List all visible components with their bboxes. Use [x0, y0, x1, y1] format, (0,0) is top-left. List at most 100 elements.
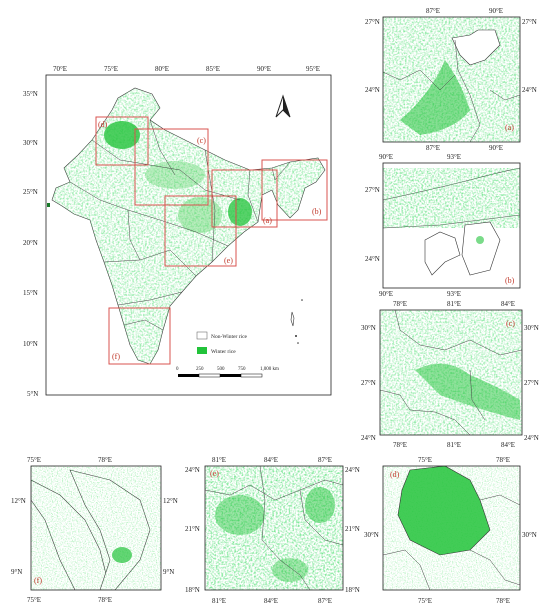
panel-b-left-label: 24°N	[365, 255, 380, 263]
panel-c-top-label: 81°E	[447, 300, 461, 308]
panel-c-bottom-label: 84°E	[501, 441, 515, 449]
panel-a-left-label: 24°N	[365, 86, 380, 94]
panel-c-left-label: 27°N	[361, 379, 376, 387]
scale-bar: 0 250 500 750 1,000 km	[176, 367, 279, 378]
region-label-b: (b)	[312, 207, 322, 216]
scale-label: 750	[238, 367, 246, 372]
panel-e-bottom-label: 81°E	[212, 597, 226, 605]
panel-c-right-label: 27°N	[524, 379, 539, 387]
main-lat-labels: 35°N 30°N 25°N 20°N 15°N 10°N 5°N	[23, 90, 38, 398]
panel-f-right-label: 12°N	[163, 497, 178, 505]
lat-label: 35°N	[23, 90, 38, 98]
north-arrow-icon	[275, 94, 291, 118]
region-label-f: (f)	[112, 352, 120, 361]
panel-c-bottom-label: 78°E	[393, 441, 407, 449]
panel-e-top-label: 84°E	[264, 456, 278, 464]
panel-f-top-label: 78°E	[98, 456, 112, 464]
region-box-b	[261, 159, 328, 221]
panel-b-bottom-label: 90°E	[379, 290, 393, 298]
main-map: 70°E 75°E 80°E 85°E 90°E 95°E 35°N 30°N …	[23, 65, 332, 398]
panel-c-top-label: 78°E	[393, 300, 407, 308]
panel-e-left-label: 21°N	[185, 525, 200, 533]
panel-b-top-label: 90°E	[379, 153, 393, 161]
legend-swatch-rice	[197, 347, 207, 354]
panel-e-left-label: 18°N	[185, 586, 200, 594]
scale-label: 500	[217, 367, 225, 372]
panel-d-bottom-label: 78°E	[496, 597, 510, 605]
main-lon-labels: 70°E 75°E 80°E 85°E 90°E 95°E	[53, 65, 320, 73]
panel-e-right-label: 18°N	[345, 586, 360, 594]
panel-e-bottom-label: 87°E	[318, 597, 332, 605]
panel-a-left-label: 27°N	[365, 18, 380, 26]
region-label-a: (a)	[263, 216, 272, 225]
coastal-rice-patch	[47, 203, 50, 207]
lat-label: 15°N	[23, 289, 38, 297]
panel-c-left-label: 30°N	[361, 324, 376, 332]
panel-d-left-label: 30°N	[364, 531, 379, 539]
panel-e-top-label: 87°E	[318, 456, 332, 464]
lon-label: 95°E	[306, 65, 320, 73]
rice-cover-main	[52, 88, 325, 364]
panel-b-label: (b)	[505, 276, 515, 285]
panel-a-top-label: 87°E	[426, 7, 440, 15]
panel-a-right-label: 24°N	[522, 86, 537, 94]
panel-c-right-label: 24°N	[524, 434, 539, 442]
main-map-frame	[45, 74, 332, 396]
lon-label: 90°E	[257, 65, 271, 73]
panel-c-right-label: 30°N	[524, 324, 539, 332]
panel-e-label: (e)	[210, 469, 219, 478]
region-box-e	[164, 195, 237, 267]
panel-f-label: (f)	[34, 576, 42, 585]
lon-label: 85°E	[206, 65, 220, 73]
lat-label: 30°N	[23, 139, 38, 147]
legend-swatch-non-rice	[196, 331, 208, 340]
lat-label: 25°N	[23, 188, 38, 196]
panel-f: 75°E 78°E 12°N 9°N 12°N 9°N 75°E 78°E (f…	[11, 456, 178, 604]
panel-c-label: (c)	[506, 319, 515, 328]
lon-label: 75°E	[104, 65, 118, 73]
panel-a: 87°E 90°E 27°N 24°N 27°N 24°N 87°E 90°E …	[365, 7, 537, 152]
panel-e-right-label: 24°N	[345, 466, 360, 474]
panel-f-bottom-label: 75°E	[27, 596, 41, 604]
state-borders	[69, 119, 291, 331]
region-box-d	[95, 116, 149, 166]
panel-c: 78°E 81°E 84°E 30°N 27°N 24°N 30°N 27°N …	[361, 300, 539, 449]
lon-label: 80°E	[155, 65, 169, 73]
panel-f-bottom-label: 78°E	[98, 596, 112, 604]
scale-label: 250	[196, 367, 204, 372]
panel-d-top-label: 78°E	[496, 456, 510, 464]
region-label-e: (e)	[224, 256, 233, 265]
panel-c-top-label: 84°E	[501, 300, 515, 308]
panel-c-bottom-label: 81°E	[447, 441, 461, 449]
panel-d-label: (d)	[390, 470, 400, 479]
panel-b: 90°E 93°E 27°N 24°N 90°E 93°E (b)	[365, 153, 521, 298]
panel-a-bottom-label: 87°E	[426, 144, 440, 152]
scale-label: 0	[176, 367, 179, 372]
panel-a-bottom-label: 90°E	[489, 144, 503, 152]
region-label-d: (d)	[98, 120, 108, 129]
panel-f-right-label: 9°N	[163, 568, 174, 576]
panel-a-right-label: 27°N	[522, 18, 537, 26]
panel-f-top-label: 75°E	[27, 456, 41, 464]
scale-label: 1,000 km	[260, 367, 279, 372]
panel-f-left-label: 12°N	[11, 497, 26, 505]
panel-d-bottom-label: 75°E	[418, 597, 432, 605]
panel-b-bottom-label: 93°E	[447, 290, 461, 298]
legend: Non-Winter rice Winter rice	[196, 331, 248, 355]
lat-label: 5°N	[27, 390, 38, 398]
panel-b-left-label: 27°N	[365, 186, 380, 194]
panel-b-top-label: 93°E	[447, 153, 461, 161]
region-box-a	[211, 169, 278, 228]
panel-a-label: (a)	[505, 123, 514, 132]
panel-a-top-label: 90°E	[489, 7, 503, 15]
region-box-c	[134, 128, 209, 206]
region-box-f	[108, 307, 171, 365]
panel-d-right-label: 30°N	[522, 531, 537, 539]
panel-d: 75°E 78°E 30°N 30°N 75°E 78°E (d)	[364, 456, 537, 605]
region-label-c: (c)	[197, 136, 206, 145]
lat-label: 10°N	[23, 340, 38, 348]
panel-f-left-label: 9°N	[11, 568, 22, 576]
panel-e-right-label: 21°N	[345, 525, 360, 533]
legend-label-rice: Winter rice	[211, 349, 236, 355]
